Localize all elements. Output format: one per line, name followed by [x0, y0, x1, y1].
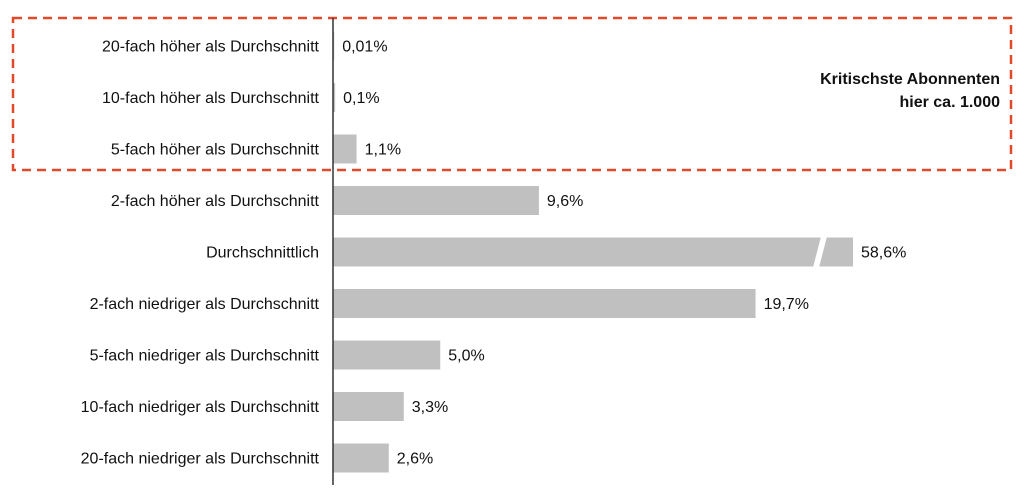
bar-1 [333, 83, 336, 112]
category-label-6: 5-fach niedriger als Durchschnitt [90, 348, 320, 365]
category-label-0: 20-fach höher als Durchschnitt [102, 39, 320, 56]
value-label-1: 0,1% [343, 90, 379, 107]
highlight-annotation-line-1: Kritischste Abonnenten [820, 71, 1000, 88]
category-label-3: 2-fach höher als Durchschnitt [111, 193, 320, 210]
category-label-4: Durchschnittlich [206, 245, 319, 262]
bar-6 [333, 340, 441, 370]
value-label-7: 3,3% [412, 399, 448, 416]
value-label-0: 0,01% [342, 39, 387, 56]
category-label-8: 20-fach niedriger als Durchschnitt [81, 451, 320, 468]
labels-group: 20-fach höher als Durchschnitt 0,01% 10-fa… [81, 39, 907, 468]
value-label-3: 9,6% [547, 193, 583, 210]
highlight-group: Kritischste Abonnenten hier ca. 1.000 [11, 16, 1013, 172]
value-label-8: 2,6% [397, 451, 433, 468]
axis-break-marker [813, 236, 827, 268]
bar-4 [333, 237, 853, 267]
value-label-6: 5,0% [448, 348, 484, 365]
category-label-5: 2-fach niedriger als Durchschnitt [90, 296, 320, 313]
value-label-2: 1,1% [365, 142, 401, 159]
value-label-5: 19,7% [764, 296, 809, 313]
highlight-annotation-line-2: hier ca. 1.000 [899, 94, 1000, 111]
category-label-1: 10-fach höher als Durchschnitt [102, 90, 320, 107]
bar-7 [333, 392, 404, 421]
category-label-2: 5-fach höher als Durchschnitt [111, 142, 320, 159]
category-label-7: 10-fach niedriger als Durchschnitt [81, 399, 320, 416]
bars-group [333, 31, 853, 473]
bar-5 [333, 289, 756, 318]
bar-2 [333, 134, 357, 164]
bar-3 [333, 186, 539, 215]
highlight-box [11, 16, 1013, 172]
bar-8 [333, 443, 389, 473]
value-label-4: 58,6% [861, 245, 906, 262]
